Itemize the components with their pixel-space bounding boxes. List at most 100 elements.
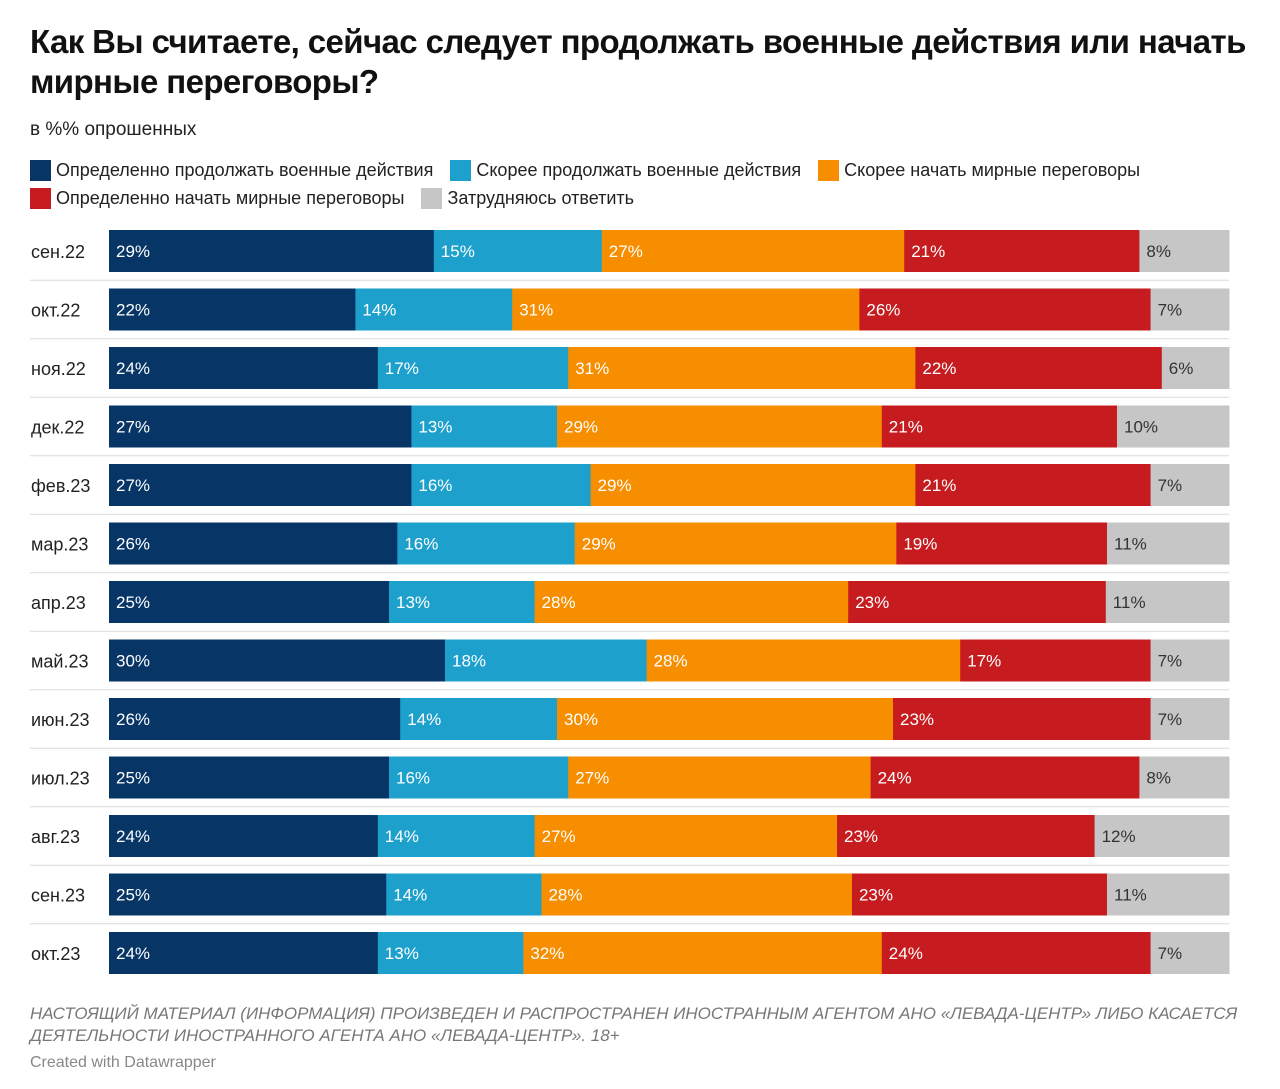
bar-row: дек.22 27% 13% 29% 21% 10% xyxy=(30,405,1230,457)
data-label: 13% xyxy=(418,418,452,437)
data-label: 30% xyxy=(564,710,598,729)
category-label: авг.23 xyxy=(31,827,80,847)
data-label: 13% xyxy=(396,593,430,612)
bar-segment xyxy=(574,522,897,565)
bar-segment xyxy=(568,347,916,389)
legend-swatch xyxy=(818,159,840,181)
bar-segment xyxy=(1105,581,1230,623)
bar-segment xyxy=(523,932,883,974)
legend-item: Скорее продолжать военные действия xyxy=(450,159,801,181)
bar-segment xyxy=(389,581,536,623)
credit: Created with Datawrapper xyxy=(30,1054,216,1071)
data-label: 25% xyxy=(116,769,150,788)
bar-segment xyxy=(915,464,1152,506)
data-label: 7% xyxy=(1158,710,1183,729)
data-label: 27% xyxy=(609,242,643,261)
category-label: фев.23 xyxy=(31,476,90,496)
bar-segment xyxy=(389,756,569,799)
legend-label: Скорее продолжать военные действия xyxy=(476,159,802,180)
data-label: 27% xyxy=(542,827,576,846)
foreign-agent-notice: НАСТОЯЩИЙ МАТЕРИАЛ (ИНФОРМАЦИЯ) ПРОИЗВЕД… xyxy=(30,1004,1238,1045)
category-label: сен.23 xyxy=(31,886,85,906)
data-label: 7% xyxy=(1158,301,1183,320)
bar-segment xyxy=(1150,288,1230,331)
data-label: 27% xyxy=(116,418,150,437)
data-label: 15% xyxy=(441,242,475,261)
data-label: 11% xyxy=(1114,535,1147,554)
bar-segment xyxy=(400,698,558,740)
data-label: 22% xyxy=(116,301,150,320)
data-label: 29% xyxy=(564,418,598,437)
category-label: окт.23 xyxy=(31,944,80,964)
bar-row: сен.23 25% 14% 28% 23% 11% xyxy=(30,873,1230,925)
category-label: апр.23 xyxy=(31,593,86,613)
bar-segment xyxy=(377,347,569,389)
data-label: 29% xyxy=(598,476,632,495)
bar-segment xyxy=(1107,873,1230,916)
data-label: 21% xyxy=(889,418,923,437)
data-label: 17% xyxy=(967,652,1001,671)
category-label: ноя.22 xyxy=(31,359,86,379)
bar-segment xyxy=(1150,464,1230,506)
bar-segment xyxy=(534,815,838,857)
data-label: 16% xyxy=(396,769,430,788)
data-label: 7% xyxy=(1158,476,1183,495)
category-label: окт.22 xyxy=(31,301,80,321)
data-label: 24% xyxy=(116,944,150,963)
data-label: 7% xyxy=(1158,652,1183,671)
bar-segment xyxy=(109,464,412,506)
bar-segment xyxy=(411,464,592,506)
data-label: 26% xyxy=(116,535,150,554)
legend-item: Скорее начать мирные переговоры xyxy=(818,159,1140,181)
bar-segment xyxy=(601,230,905,272)
data-label: 29% xyxy=(582,535,616,554)
bar-row: май.23 30% 18% 28% 17% 7% xyxy=(30,639,1230,691)
bar-row: июн.23 26% 14% 30% 23% 7% xyxy=(30,698,1230,749)
bar-segment xyxy=(109,230,435,272)
data-label: 7% xyxy=(1158,944,1183,963)
data-label: 27% xyxy=(116,476,150,495)
bar-segment xyxy=(109,698,401,740)
legend-swatch xyxy=(30,159,51,181)
data-label: 19% xyxy=(903,535,937,554)
bar-segment xyxy=(109,932,379,974)
data-label: 22% xyxy=(922,359,956,378)
legend-label: Определенно продолжать военные действия xyxy=(56,159,434,180)
bar-segment xyxy=(433,230,603,272)
data-label: 31% xyxy=(575,359,609,378)
data-label: 14% xyxy=(362,301,396,320)
bar-segment xyxy=(109,756,390,799)
legend-swatch xyxy=(421,187,443,209)
data-label: 25% xyxy=(116,593,150,612)
bar-row: мар.23 26% 16% 29% 19% 11% xyxy=(30,522,1230,574)
data-label: 26% xyxy=(866,301,900,320)
data-label: 30% xyxy=(116,652,150,671)
bar-segment xyxy=(1107,522,1230,565)
bar-segment xyxy=(557,405,883,448)
bar-segment xyxy=(848,581,1107,623)
data-label: 12% xyxy=(1102,827,1136,846)
data-label: 11% xyxy=(1113,593,1146,612)
bar-segment xyxy=(881,932,1152,974)
data-label: 28% xyxy=(542,593,576,612)
data-label: 8% xyxy=(1146,769,1171,788)
bar-segment xyxy=(411,405,558,448)
bar-segment xyxy=(881,405,1118,448)
data-label: 27% xyxy=(575,769,609,788)
bar-segment xyxy=(1161,347,1230,389)
bar-row: окт.23 24% 13% 32% 24% 7% xyxy=(31,932,1230,974)
data-label: 16% xyxy=(418,476,452,495)
bar-segment xyxy=(109,815,379,857)
legend-label: Затрудняюсь ответить xyxy=(447,187,635,208)
bar-row: ноя.22 24% 17% 31% 22% 6% xyxy=(30,347,1230,398)
data-label: 28% xyxy=(548,886,582,905)
bar-segment xyxy=(377,932,524,974)
legend-swatch xyxy=(450,159,472,181)
bar-segment xyxy=(397,522,576,565)
data-label: 29% xyxy=(116,242,150,261)
data-label: 11% xyxy=(1114,886,1147,905)
bar-segment xyxy=(109,405,412,448)
legend-label: Скорее начать мирные переговоры xyxy=(844,159,1141,180)
category-label: мар.23 xyxy=(31,535,88,555)
